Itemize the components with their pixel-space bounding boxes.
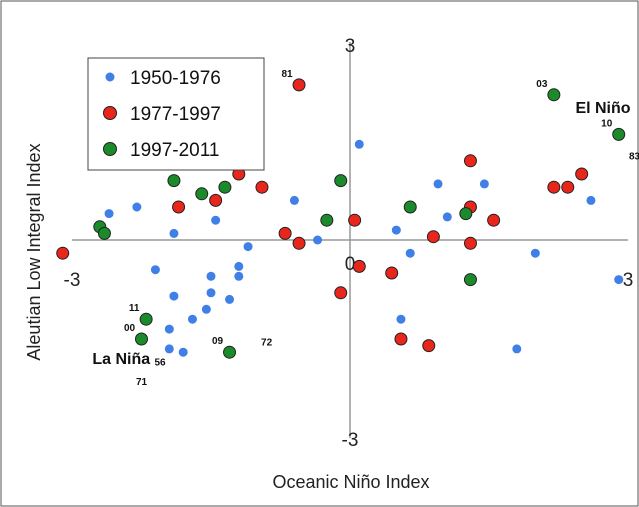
point-1950-1976-24 <box>442 212 452 222</box>
point-1950-1976-20 <box>354 139 364 149</box>
point-1950-1976-29 <box>586 195 596 205</box>
point-1950-1976-9 <box>201 304 211 314</box>
point-1950-1976-10 <box>234 261 244 271</box>
y-axis-title: Aleutian Low Integral Index <box>24 143 44 360</box>
point-label-00: 00 <box>124 323 136 334</box>
point-1950-1976-2 <box>187 314 197 324</box>
point-1997-2011-15 <box>135 332 148 346</box>
point-1997-2011-8 <box>167 174 181 188</box>
point-1977-1997-11 <box>352 259 366 273</box>
point-1950-1976-5 <box>178 347 188 357</box>
point-1977-1997-0 <box>292 78 306 92</box>
point-1950-1976-23 <box>433 179 443 189</box>
point-1950-1976-14 <box>169 228 179 238</box>
point-1950-1976-18 <box>289 195 299 205</box>
point-1977-1997-7 <box>487 213 501 227</box>
point-1997-2011-5 <box>459 207 473 221</box>
point-1977-1997-10 <box>348 213 362 227</box>
legend-label-1977-1997: 1977-1997 <box>130 104 221 125</box>
point-1950-1976-21 <box>391 225 401 235</box>
point-1997-2011-11 <box>97 226 111 240</box>
point-1997-2011-12 <box>223 345 237 359</box>
point-1977-1997-13 <box>334 286 348 300</box>
point-label-09: 09 <box>212 336 224 347</box>
point-1950-1976-7 <box>225 294 235 304</box>
point-1950-1976-4 <box>164 344 174 354</box>
point-1977-1997-21 <box>292 236 306 250</box>
point-1950-1976-19 <box>313 235 323 245</box>
point-1950-1976-8 <box>206 271 216 281</box>
point-1977-1997-9 <box>463 236 477 250</box>
el-nino-label: El Niño <box>575 100 630 117</box>
point-1977-1997-22 <box>56 246 70 260</box>
point-label-72: 72 <box>261 338 273 349</box>
x-tick-label-neg3: -3 <box>64 270 81 291</box>
point-1950-1976-26 <box>396 314 406 324</box>
point-1997-2011-4 <box>403 200 417 214</box>
point-1950-1976-6 <box>206 288 216 298</box>
legend-marker-1950-1976 <box>105 72 115 82</box>
point-1950-1976-31 <box>479 179 489 189</box>
data-points <box>56 78 626 359</box>
point-1950-1976-3 <box>164 324 174 334</box>
point-1997-2011-0 <box>547 88 561 102</box>
point-1950-1976-30 <box>614 275 624 285</box>
point-1950-1976-13 <box>132 202 142 212</box>
legend-box <box>87 57 265 171</box>
point-label-03: 03 <box>536 79 548 90</box>
la-nina-label: La Niña <box>92 351 150 368</box>
point-1950-1976-22 <box>405 248 415 258</box>
point-label-83: 83 <box>629 151 639 162</box>
point-1950-1976-27 <box>512 344 522 354</box>
point-1977-1997-14 <box>394 332 408 346</box>
point-label-56: 56 <box>154 357 166 368</box>
point-1950-1976-0 <box>150 265 160 275</box>
point-1950-1976-28 <box>530 248 540 258</box>
point-1997-2011-3 <box>334 174 348 188</box>
point-1977-1997-20 <box>172 200 186 214</box>
point-1977-1997-4 <box>561 180 575 194</box>
legend-label-1997-2011: 1997-2011 <box>130 140 219 161</box>
point-1950-1976-17 <box>243 242 253 252</box>
point-1997-2011-13 <box>463 273 477 287</box>
legend-marker-1977-1997 <box>103 106 117 120</box>
point-1950-1976-11 <box>234 271 244 281</box>
point-labels: 8183031098091100567172 <box>124 69 639 388</box>
point-1950-1976-15 <box>211 215 221 225</box>
point-1977-1997-19 <box>209 193 223 207</box>
y-tick-label-neg3: -3 <box>342 430 359 451</box>
legend: 1950-1976 1977-1997 1997-2011 <box>87 57 265 171</box>
point-1977-1997-12 <box>385 266 399 280</box>
point-label-11: 11 <box>129 303 140 314</box>
point-1950-1976-12 <box>104 209 114 219</box>
legend-label-1950-1976: 1950-1976 <box>130 68 221 89</box>
point-1997-2011-14 <box>139 312 153 326</box>
point-1997-2011-1 <box>612 127 626 141</box>
point-1997-2011-6 <box>320 213 334 227</box>
point-1977-1997-16 <box>278 226 292 240</box>
point-1977-1997-5 <box>463 154 477 168</box>
point-label-71: 71 <box>136 377 148 388</box>
point-1977-1997-8 <box>426 230 440 244</box>
legend-marker-1997-2011 <box>103 142 117 156</box>
x-axis-title: Oceanic Niño Index <box>272 472 429 492</box>
x-tick-label-0: 0 <box>345 254 356 275</box>
point-1997-2011-7 <box>218 180 232 194</box>
point-1977-1997-15 <box>422 339 436 353</box>
point-label-81: 81 <box>281 69 293 80</box>
point-1997-2011-9 <box>195 187 209 201</box>
point-1950-1976-1 <box>169 291 179 301</box>
point-1977-1997-17 <box>255 180 269 194</box>
point-1977-1997-2 <box>575 167 589 181</box>
y-tick-label-3: 3 <box>345 36 356 57</box>
x-tick-label-3: 3 <box>623 270 634 291</box>
point-1977-1997-3 <box>547 180 561 194</box>
point-label-10: 10 <box>601 118 613 129</box>
